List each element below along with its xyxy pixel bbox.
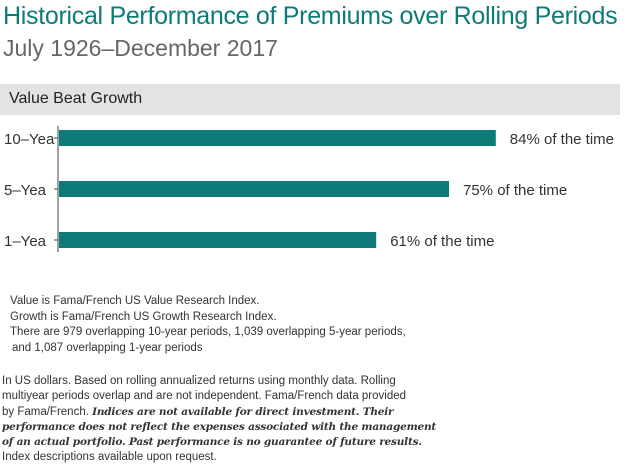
index-notes: Value is Fama/French US Value Research I… xyxy=(10,294,406,356)
disclaimer-line: Index descriptions available upon reques… xyxy=(2,451,217,464)
disclaimer-text: by Fama/French. xyxy=(2,405,89,418)
chart-title: Historical Performance of Premiums over … xyxy=(3,2,618,30)
note-line: and 1,087 overlapping 1-year periods xyxy=(12,341,203,354)
data-label: 84% of the time xyxy=(510,131,614,148)
section-label: Value Beat Growth xyxy=(9,90,143,107)
bar xyxy=(59,130,496,146)
disclaimer-bold-line: performance does not reflect the expense… xyxy=(2,420,437,433)
disclaimer: In US dollars. Based on rolling annualiz… xyxy=(2,374,436,466)
disclaimer-line: In US dollars. Based on rolling annualiz… xyxy=(2,375,396,387)
category-label: 5–Yea xyxy=(4,182,47,199)
disclaimer-bold-text: Indices are not available for direct inv… xyxy=(92,405,394,418)
disclaimer-bold-line: of an actual portfolio. Past performance… xyxy=(2,436,422,449)
note-line: Value is Fama/French US Value Research I… xyxy=(10,295,260,307)
note-line: There are 979 overlapping 10-year period… xyxy=(10,326,406,338)
bar-chart: 10–Yea 84% of the time 5–Yea 75% of the tim… xyxy=(4,126,614,252)
section-header: Value Beat Growth xyxy=(0,84,620,115)
disclaimer-line: multiyear periods overlap and are not in… xyxy=(2,390,407,403)
category-label: 10–Yea xyxy=(4,131,55,148)
bar xyxy=(59,232,377,248)
chart-subtitle: July 1926–December 2017 xyxy=(3,35,278,61)
note-line: Growth is Fama/French US Growth Research… xyxy=(10,310,277,323)
disclaimer-line: by Fama/French. Indices are not availabl… xyxy=(2,405,436,420)
data-label: 61% of the time xyxy=(390,233,494,250)
category-label: 1–Yea xyxy=(4,233,47,250)
bar xyxy=(59,181,449,197)
data-label: 75% of the time xyxy=(463,182,567,199)
